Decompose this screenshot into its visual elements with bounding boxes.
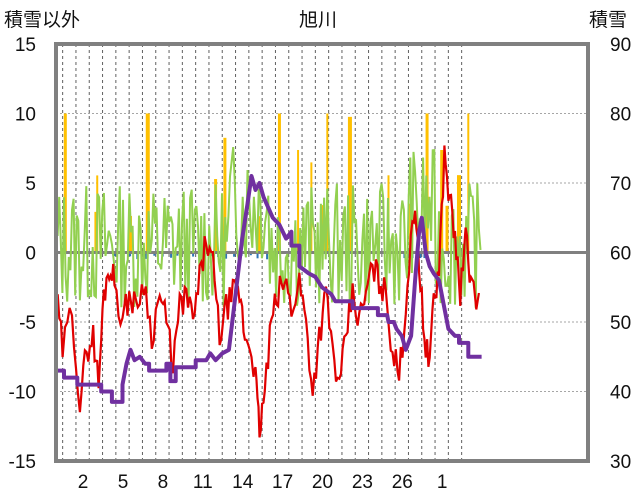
x-tick-label: 5	[118, 472, 129, 493]
small-bar	[256, 252, 259, 259]
small-bar	[176, 252, 179, 256]
x-tick-label: 2	[78, 472, 89, 493]
right-tick-label: 60	[610, 244, 631, 265]
small-bar	[225, 252, 228, 259]
precip-bar	[223, 137, 227, 253]
right-tick-label: 30	[610, 452, 631, 473]
right-tick-label: 50	[610, 313, 631, 334]
snow-depth-series-line	[56, 174, 482, 404]
x-tick-label: 1	[437, 472, 448, 493]
x-tick-label: 11	[193, 472, 213, 493]
precip-bar	[467, 113, 470, 253]
left-axis-ticks: 15 10 5 0 -5 -10 -15	[9, 35, 36, 473]
left-tick-label: 0	[25, 244, 36, 265]
left-tick-label: 15	[15, 35, 36, 56]
x-tick-label: 23	[352, 472, 373, 493]
precip-bar	[63, 113, 67, 253]
precip-bar	[145, 113, 150, 253]
x-tick-label: 8	[158, 472, 169, 493]
precip-bar	[326, 113, 329, 253]
x-axis-ticks: 2 5 8 11 14 17 20 23 26 1	[78, 472, 448, 493]
left-tick-label: -5	[19, 313, 36, 334]
small-bar	[192, 252, 195, 257]
right-axis-ticks: 90 80 70 60 50 40 30	[610, 35, 631, 473]
small-bar	[233, 252, 236, 257]
small-bar	[113, 252, 116, 257]
precip-bar	[347, 116, 352, 253]
precip-bar	[445, 205, 449, 253]
green-series-line	[55, 146, 482, 308]
precip-bar	[297, 149, 300, 253]
left-axis-title: 積雪以外	[4, 9, 80, 31]
left-tick-label: 5	[25, 174, 36, 195]
right-tick-label: 40	[610, 383, 631, 404]
x-tick-label: 26	[392, 472, 413, 493]
small-bar	[266, 252, 269, 260]
x-tick-label: 17	[272, 472, 293, 493]
precip-bar	[94, 211, 98, 253]
x-tick-label: 20	[312, 472, 333, 493]
temperature-series-line	[54, 145, 480, 438]
small-bar	[419, 252, 422, 259]
precip-bar	[257, 216, 261, 253]
x-tick-label: 14	[232, 472, 254, 493]
right-tick-label: 70	[610, 174, 631, 195]
right-axis-title: 積雪	[589, 9, 627, 31]
left-tick-label: -10	[9, 383, 36, 404]
right-tick-label: 90	[610, 35, 631, 56]
small-bar	[144, 252, 147, 259]
small-bar	[129, 252, 132, 257]
right-tick-label: 80	[610, 105, 631, 126]
plot-frame	[54, 42, 590, 463]
small-bar	[153, 252, 156, 256]
precip-bar	[456, 175, 461, 253]
chart-title: 旭川	[299, 9, 337, 31]
left-tick-label: -15	[9, 452, 36, 473]
left-tick-label: 10	[15, 105, 36, 126]
precip-bar	[128, 215, 132, 253]
small-bar	[423, 252, 426, 259]
precip-bar	[277, 113, 281, 253]
small-bar	[170, 252, 173, 258]
